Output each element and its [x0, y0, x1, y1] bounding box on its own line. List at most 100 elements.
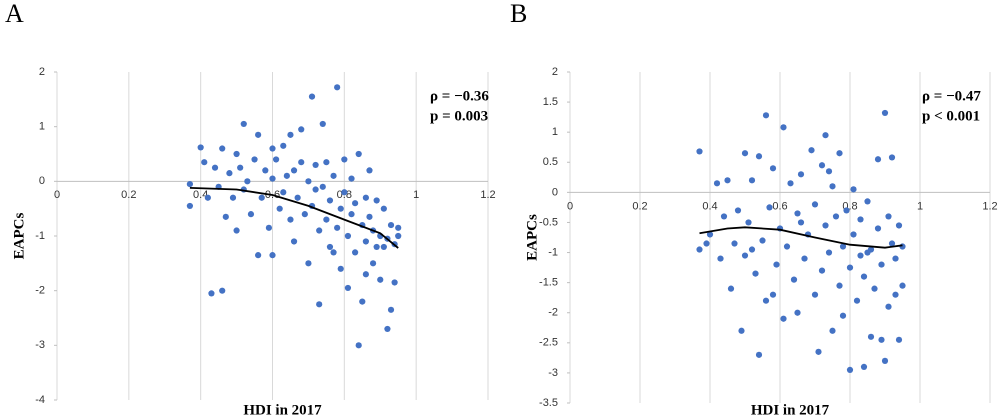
point — [762, 297, 770, 304]
point — [783, 243, 791, 250]
point — [769, 291, 777, 298]
y-tick-label: 1 — [39, 121, 45, 133]
point — [878, 261, 885, 268]
point — [319, 183, 326, 190]
x-tick-label: 0 — [567, 200, 573, 212]
point — [352, 200, 359, 207]
point — [219, 145, 226, 152]
point — [895, 222, 903, 229]
point — [233, 227, 240, 234]
y-tick-label: -3 — [35, 339, 45, 351]
point — [741, 252, 749, 259]
point — [247, 211, 255, 218]
point — [892, 255, 899, 262]
point — [305, 178, 312, 185]
x-tick-label: 0 — [54, 189, 60, 201]
y-tick-label: -0.5 — [539, 216, 558, 228]
point — [748, 177, 756, 184]
point — [211, 164, 219, 171]
point — [222, 213, 229, 220]
y-tick-label: 2 — [39, 66, 45, 78]
point — [391, 279, 398, 286]
point — [334, 224, 341, 231]
x-axis-title: HDI in 2017 — [243, 402, 322, 418]
point — [265, 224, 273, 231]
point — [811, 201, 819, 208]
point — [860, 273, 868, 280]
point — [334, 84, 341, 91]
point — [825, 249, 833, 256]
x-tick-label: 0.4 — [193, 189, 208, 201]
point — [312, 161, 319, 169]
point — [836, 282, 843, 289]
point — [330, 172, 337, 179]
point — [864, 249, 871, 256]
annotation: ρ = −0.47 — [922, 88, 981, 104]
point — [738, 327, 745, 334]
point — [832, 213, 840, 220]
point — [287, 131, 294, 138]
point — [337, 265, 344, 272]
point — [787, 180, 794, 187]
y-tick-label: 1.5 — [543, 96, 558, 108]
point — [362, 194, 369, 201]
point — [294, 194, 301, 201]
point — [755, 153, 763, 160]
point — [846, 264, 854, 271]
point — [323, 159, 330, 166]
x-tick-label: 1 — [413, 189, 419, 201]
y-tick-label: -1 — [548, 246, 558, 258]
point — [355, 150, 362, 158]
point — [797, 171, 805, 178]
point — [727, 285, 735, 292]
point — [219, 287, 226, 294]
point — [373, 243, 380, 251]
panel-label: B — [510, 0, 527, 28]
point — [815, 348, 822, 355]
point — [696, 148, 703, 155]
y-tick-label: 1 — [552, 126, 558, 138]
point — [323, 216, 330, 223]
point — [836, 150, 843, 157]
point — [745, 219, 752, 226]
point — [251, 156, 258, 163]
point — [703, 240, 710, 247]
point — [888, 154, 896, 161]
point — [319, 120, 326, 128]
point — [780, 315, 787, 322]
point — [794, 210, 801, 217]
point — [822, 222, 829, 229]
point — [871, 285, 878, 292]
point — [706, 231, 714, 238]
point — [818, 267, 826, 274]
point — [258, 194, 265, 201]
y-tick-label: -2 — [35, 285, 45, 297]
point — [201, 159, 208, 166]
point — [888, 240, 896, 247]
annotation: p = 0.003 — [430, 108, 488, 124]
point — [724, 177, 731, 184]
point — [197, 144, 204, 151]
point — [874, 156, 882, 163]
point — [326, 197, 334, 204]
x-tick-label: 0.4 — [702, 200, 717, 212]
y-tick-label: -3.5 — [539, 397, 558, 409]
point — [373, 197, 380, 204]
point — [801, 255, 808, 262]
point — [885, 303, 892, 310]
point — [387, 306, 395, 313]
point — [829, 327, 836, 334]
y-tick-label: -2.5 — [539, 337, 558, 349]
point — [839, 312, 847, 319]
point — [717, 255, 724, 262]
point — [818, 162, 826, 169]
point — [857, 216, 864, 223]
x-tick-label: 0.2 — [121, 189, 136, 201]
y-tick-label: -2 — [548, 307, 558, 319]
point — [287, 216, 294, 223]
point — [696, 246, 703, 253]
point — [262, 167, 269, 174]
y-tick-label: -4 — [35, 394, 45, 406]
point — [878, 336, 885, 343]
